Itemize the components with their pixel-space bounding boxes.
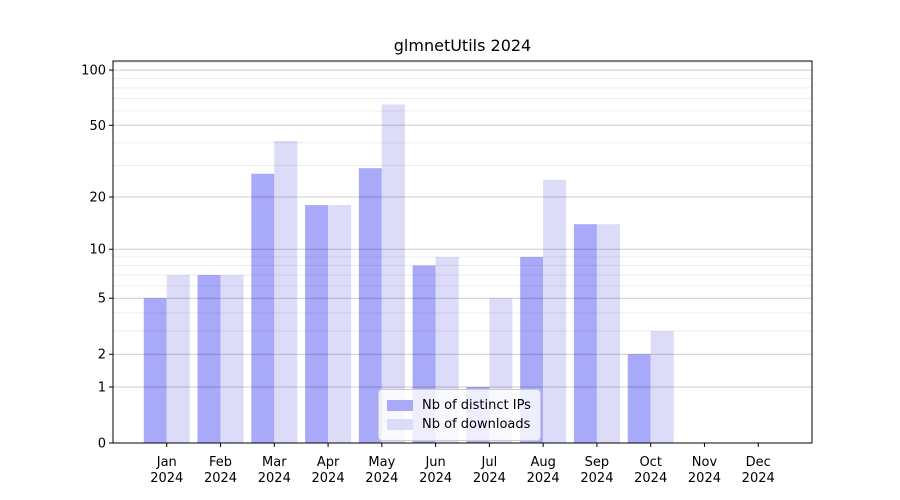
x-tick-label-year: 2024 — [204, 471, 237, 486]
x-tick-label-year: 2024 — [473, 471, 506, 486]
y-tick-label: 100 — [81, 64, 106, 79]
x-tick-label-year: 2024 — [312, 471, 345, 486]
x-tick-label-month: Nov — [692, 455, 718, 470]
x-tick-label-year: 2024 — [688, 471, 721, 486]
x-tick-label-month: Mar — [262, 455, 287, 470]
y-tick-label: 20 — [89, 190, 106, 205]
legend-label: Nb of downloads — [422, 417, 531, 432]
x-tick-label-month: Aug — [530, 455, 555, 470]
legend-item-downloads: Nb of downloads — [387, 415, 532, 434]
legend: Nb of distinct IPs Nb of downloads — [378, 389, 541, 441]
bar-distinct-ips-jan — [143, 298, 167, 443]
chart-title: glmnetUtils 2024 — [393, 36, 532, 55]
x-tick-label-month: May — [368, 455, 395, 470]
bar-downloads-feb — [220, 274, 244, 443]
x-tick-label-month: Dec — [746, 455, 771, 470]
y-tick-label: 50 — [89, 119, 106, 134]
x-tick-label-year: 2024 — [634, 471, 667, 486]
x-tick-label-year: 2024 — [258, 471, 291, 486]
y-tick-label: 2 — [98, 348, 106, 363]
bar-downloads-oct — [650, 330, 674, 443]
x-tick-label-year: 2024 — [527, 471, 560, 486]
bar-downloads-aug — [543, 179, 567, 443]
bar-downloads-may — [381, 104, 405, 444]
legend-swatch-downloads — [387, 419, 413, 430]
bar-downloads-mar — [274, 140, 298, 443]
bar-distinct-ips-mar — [251, 173, 275, 443]
x-tick-label-year: 2024 — [419, 471, 452, 486]
bar-distinct-ips-apr — [305, 205, 329, 443]
x-tick-label-month: Jun — [424, 455, 445, 470]
bar-downloads-apr — [328, 205, 352, 443]
x-tick-label-month: Apr — [317, 455, 340, 470]
x-tick-label-month: Oct — [639, 455, 661, 470]
x-tick-label-year: 2024 — [365, 471, 398, 486]
y-tick-label: 5 — [98, 292, 106, 307]
bar-downloads-sep — [596, 224, 620, 443]
x-tick-label-month: Feb — [209, 455, 232, 470]
x-tick-label-year: 2024 — [580, 471, 613, 486]
y-tick-label: 1 — [98, 380, 106, 395]
x-tick-label-year: 2024 — [150, 471, 183, 486]
plot-border — [112, 60, 813, 444]
legend-item-distinct-ips: Nb of distinct IPs — [387, 396, 532, 415]
legend-swatch-distinct-ips — [387, 400, 413, 411]
bar-distinct-ips-oct — [627, 354, 651, 443]
y-tick-label: 10 — [89, 243, 106, 258]
bar-distinct-ips-feb — [197, 274, 221, 443]
x-tick-label-month: Sep — [585, 455, 610, 470]
bar-distinct-ips-may — [358, 168, 382, 444]
x-tick-label-month: Jul — [481, 455, 498, 470]
y-tick-label: 0 — [98, 437, 106, 452]
bar-downloads-jan — [166, 274, 190, 443]
x-tick-label-year: 2024 — [742, 471, 775, 486]
x-tick-label-month: Jan — [156, 455, 177, 470]
legend-label: Nb of distinct IPs — [422, 398, 531, 413]
bar-distinct-ips-sep — [573, 224, 597, 443]
